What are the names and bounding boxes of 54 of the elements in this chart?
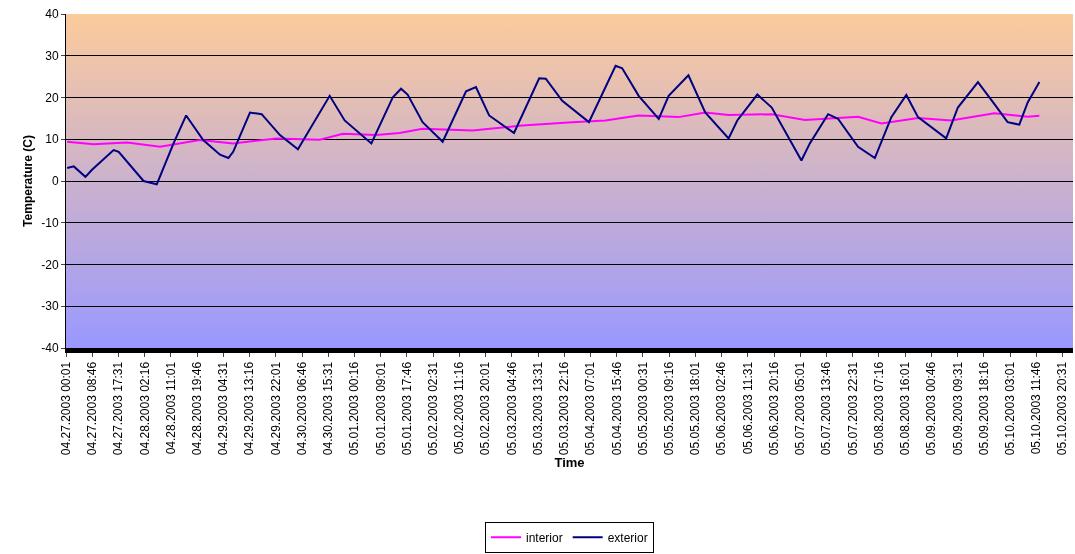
x-tick-label: 05.08.2003 16:01 xyxy=(898,361,913,456)
x-tick-label: 05.02.2003 02:31 xyxy=(426,361,441,456)
x-tick-label: 05.03.2003 04:46 xyxy=(504,361,519,456)
x-tick-label: 04.29.2003 13:16 xyxy=(242,361,257,456)
x-tick-label: 04.29.2003 04:31 xyxy=(216,361,231,456)
x-tick-label: 05.10.2003 03:01 xyxy=(1002,361,1017,456)
x-tick-label: 04.27.2003 08:46 xyxy=(85,361,100,456)
x-tick-label: 04.28.2003 11:01 xyxy=(163,361,178,455)
x-tick-label: 04.30.2003 06:46 xyxy=(294,361,309,456)
x-tick-label: 05.05.2003 00:31 xyxy=(635,361,650,456)
legend-label: interior xyxy=(526,530,563,545)
x-tick-label: 04.28.2003 02:16 xyxy=(137,361,152,456)
x-tick-label: 05.05.2003 09:16 xyxy=(662,361,677,456)
x-axis-title: Time xyxy=(554,455,585,471)
x-tick-label: 05.01.2003 17:46 xyxy=(399,361,414,456)
x-tick-label: 04.30.2003 15:31 xyxy=(321,361,336,456)
x-tick-label: 05.01.2003 00:16 xyxy=(347,361,362,456)
x-tick-label: 05.06.2003 20:16 xyxy=(766,361,781,456)
x-tick-label: 05.07.2003 05:01 xyxy=(793,361,808,456)
x-tick-label: 04.27.2003 00:01 xyxy=(58,361,73,456)
x-tick-label: 05.03.2003 13:31 xyxy=(530,361,545,456)
y-tick-label: 40 xyxy=(45,7,59,22)
x-tick-label: 04.28.2003 19:46 xyxy=(190,361,205,456)
y-tick-label: -10 xyxy=(41,215,59,230)
x-tick-label: 05.10.2003 20:31 xyxy=(1055,361,1070,456)
y-axis-title: Temperature (C) xyxy=(20,135,35,227)
x-tick-label: 05.06.2003 11:31 xyxy=(740,361,755,455)
line-series xyxy=(66,64,1041,186)
x-tick-label: 05.07.2003 22:31 xyxy=(845,361,860,456)
x-tick-label: 05.05.2003 18:01 xyxy=(688,361,703,456)
x-tick-label: 05.09.2003 09:31 xyxy=(950,361,965,456)
x-tick-label: 05.09.2003 18:16 xyxy=(976,361,991,456)
x-tick-label: 05.02.2003 20:01 xyxy=(478,361,493,456)
line-series xyxy=(66,111,1041,148)
x-tick-label: 05.01.2003 09:01 xyxy=(373,361,388,456)
x-tick-label: 04.27.2003 17:31 xyxy=(111,361,126,456)
y-tick-label: 30 xyxy=(45,48,59,63)
x-tick-label: 05.02.2003 11:16 xyxy=(452,361,467,455)
y-tick-label: -20 xyxy=(41,257,59,272)
x-tick-label: 04.29.2003 22:01 xyxy=(268,361,283,456)
x-tick-label: 05.08.2003 07:16 xyxy=(871,361,886,456)
x-tick-label: 05.04.2003 07:01 xyxy=(583,361,598,456)
x-tick-label: 05.04.2003 15:46 xyxy=(609,361,624,456)
y-tick-label: -30 xyxy=(41,299,59,314)
y-tick-label: 20 xyxy=(45,90,59,105)
x-tick-label: 05.09.2003 00:46 xyxy=(924,361,939,456)
y-tick-label: -40 xyxy=(41,341,59,356)
x-tick-label: 05.03.2003 22:16 xyxy=(557,361,572,456)
x-tick-label: 05.10.2003 11:46 xyxy=(1029,361,1044,455)
x-tick-label: 05.07.2003 13:46 xyxy=(819,361,834,456)
legend-label: exterior xyxy=(607,530,648,545)
y-tick-label: 10 xyxy=(45,132,59,147)
x-tick-label: 05.06.2003 02:46 xyxy=(714,361,729,456)
y-tick-label: 0 xyxy=(51,174,59,189)
